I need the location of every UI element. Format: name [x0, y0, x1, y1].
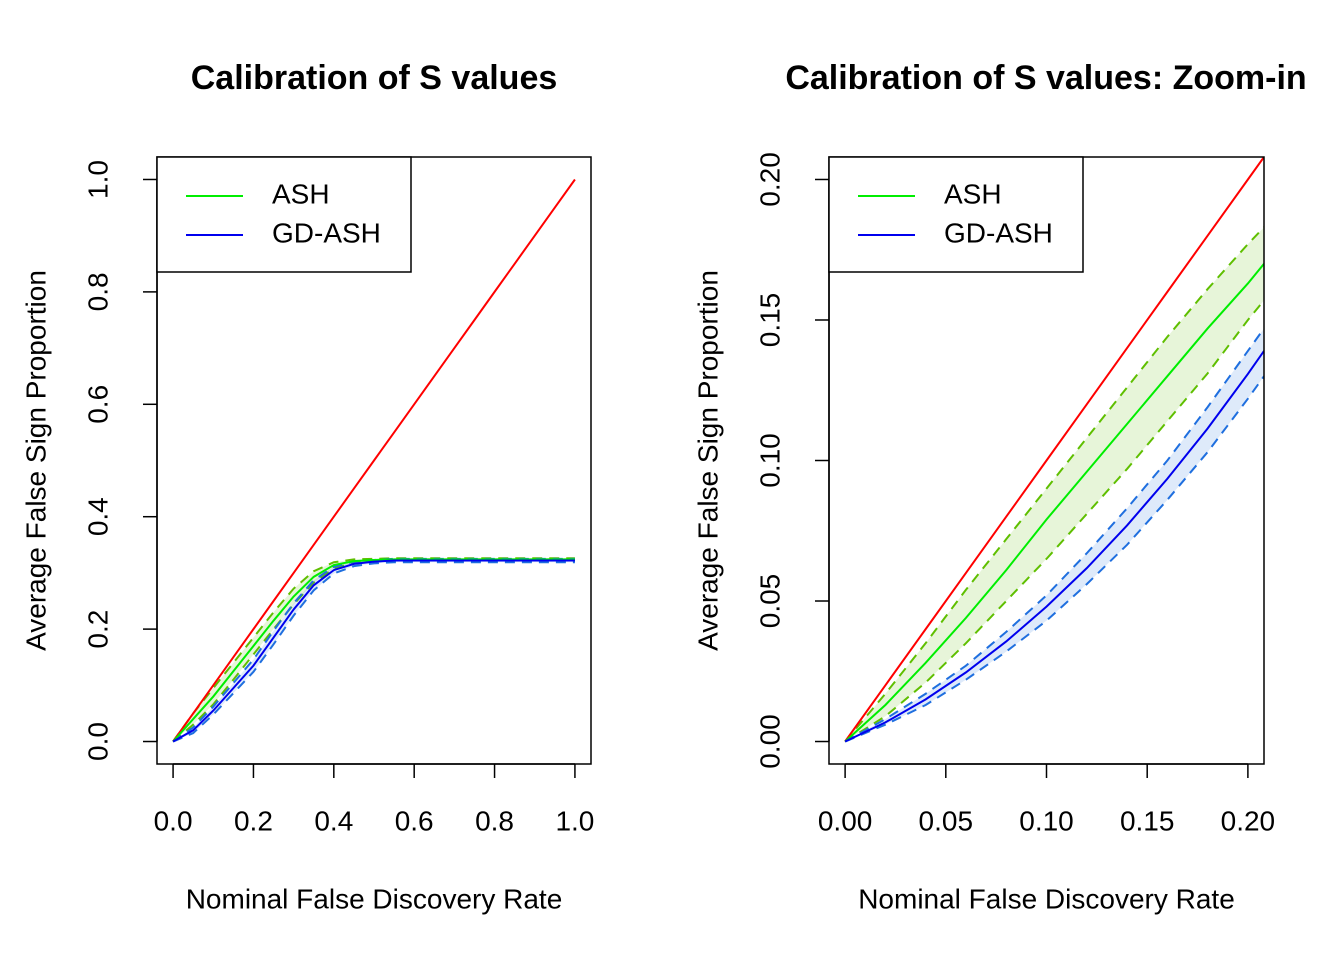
band-edge — [172, 559, 575, 743]
band-edge — [172, 561, 575, 743]
x-tick-label: 0.8 — [475, 805, 514, 836]
x-tick-label: 0.00 — [818, 805, 873, 836]
y-axis-label: Average False Sign Proportion — [20, 270, 51, 651]
series-line — [172, 559, 575, 743]
panel: Calibration of S values: Zoom-in Nominal … — [692, 59, 1306, 914]
y-tick-label: 0.0 — [82, 722, 113, 761]
x-tick-label: 0.15 — [1120, 805, 1175, 836]
x-tick-label: 0.2 — [234, 805, 273, 836]
y-tick-label: 0.6 — [82, 385, 113, 424]
y-tick-label: 0.05 — [754, 574, 785, 629]
series-line — [844, 263, 1264, 743]
y-tick-label: 0.8 — [82, 272, 113, 311]
series-line — [172, 178, 576, 743]
x-tick-label: 0.4 — [314, 805, 353, 836]
x-tick-label: 0.10 — [1019, 805, 1074, 836]
legend-label: ASH — [272, 178, 330, 209]
legend-box — [828, 156, 1084, 273]
x-axis-label: Nominal False Discovery Rate — [186, 883, 563, 914]
band-edge — [844, 327, 1264, 743]
band-edge — [844, 375, 1264, 743]
band-edge — [172, 557, 575, 743]
chart-title: Calibration of S values — [191, 59, 558, 97]
legend-label: GD-ASH — [944, 217, 1053, 248]
x-axis-label: Nominal False Discovery Rate — [858, 883, 1235, 914]
x-tick-label: 0.05 — [919, 805, 974, 836]
legend-box — [156, 156, 412, 273]
y-tick-label: 0.00 — [754, 714, 785, 769]
y-tick-label: 1.0 — [82, 160, 113, 199]
x-tick-label: 0.0 — [154, 805, 193, 836]
series-line — [844, 350, 1264, 743]
plot-area — [844, 157, 1264, 743]
x-tick-label: 0.6 — [395, 805, 434, 836]
x-tick-label: 0.20 — [1221, 805, 1276, 836]
confidence-band — [845, 227, 1264, 742]
legend-label: GD-ASH — [272, 217, 381, 248]
panel: Calibration of S values Nominal False Dis… — [20, 59, 594, 914]
y-tick-label: 0.2 — [82, 610, 113, 649]
band-edge — [844, 299, 1264, 743]
confidence-band — [173, 558, 575, 742]
x-tick-label: 1.0 — [555, 805, 594, 836]
series-line — [844, 157, 1264, 743]
band-edge — [172, 557, 575, 743]
y-tick-label: 0.4 — [82, 497, 113, 536]
y-axis-label: Average False Sign Proportion — [692, 270, 723, 651]
y-tick-label: 0.10 — [754, 433, 785, 488]
series-line — [172, 558, 575, 743]
y-tick-label: 0.15 — [754, 293, 785, 348]
y-tick-label: 0.20 — [754, 152, 785, 207]
chart-title: Calibration of S values: Zoom-in — [785, 59, 1306, 97]
confidence-band — [173, 558, 575, 742]
legend-label: ASH — [944, 178, 1002, 209]
plot-area — [172, 178, 576, 743]
